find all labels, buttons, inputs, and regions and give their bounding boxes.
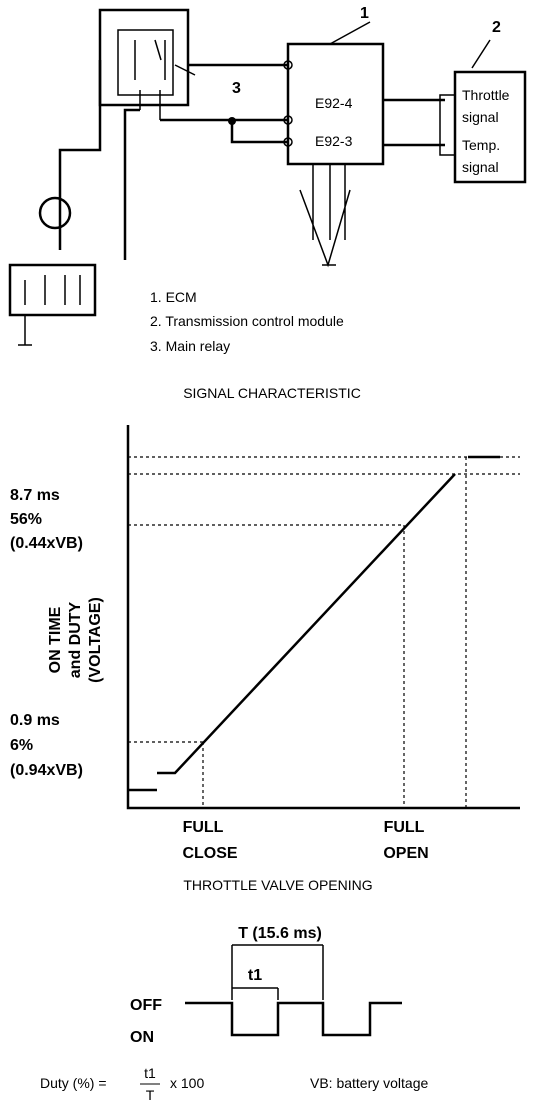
guide-lines: [128, 456, 520, 808]
axes: [126, 425, 520, 810]
formula: x 100: [170, 1075, 204, 1091]
off-label: OFF: [130, 997, 162, 1014]
vb-note: VB: battery voltage: [310, 1075, 429, 1091]
relay-box: [98, 8, 190, 107]
y-axis-label-line: and DUTY: [67, 601, 84, 678]
legend-item: 2. Transmission control module: [150, 313, 344, 329]
level-label: 6%: [10, 737, 33, 754]
x-label: FULL: [183, 819, 224, 836]
pin: [283, 137, 293, 147]
x-axis-title: THROTTLE VALVE OPENING: [183, 877, 372, 893]
pin-label: E92-3: [315, 133, 353, 149]
x-label: FULL: [384, 819, 425, 836]
dimension-lines: [231, 944, 324, 1000]
ecm-box: [286, 42, 385, 166]
pin: [283, 60, 293, 70]
characteristic-line: [128, 455, 500, 792]
callout: 2: [492, 19, 501, 36]
pin-label: E92-4: [315, 95, 353, 111]
level-label: (0.44xVB): [10, 535, 83, 552]
tcm-label: Throttle: [462, 87, 510, 103]
on-width-label: t1: [248, 967, 262, 984]
battery-box: [8, 263, 97, 317]
x-label: OPEN: [383, 845, 428, 862]
wires: [58, 60, 288, 260]
relay-contacts: [134, 39, 196, 120]
main-relay: [117, 29, 174, 96]
x-label: CLOSE: [182, 845, 237, 862]
junction: [228, 117, 236, 125]
tcm-connector: [439, 94, 456, 156]
pulse-waveform: [185, 1001, 402, 1037]
callout-lines: [329, 21, 491, 69]
level-label: (0.94xVB): [10, 762, 83, 779]
y-axis-label-line: (VOLTAGE): [87, 597, 104, 683]
formula-denominator: T: [146, 1087, 155, 1103]
formula-numerator: t1: [144, 1065, 156, 1081]
legend-item: 3. Main relay: [150, 338, 230, 354]
battery-fuses: [18, 275, 81, 346]
level-label: 0.9 ms: [10, 712, 60, 729]
ignition-switch: [38, 196, 72, 230]
tcm-label: Temp.: [462, 137, 500, 153]
chart-title: SIGNAL CHARACTERISTIC: [183, 385, 361, 401]
level-label: 8.7 ms: [10, 487, 60, 504]
y-axis-label: ON TIME and DUTY (VOLTAGE): [47, 597, 104, 683]
tcm-label: signal: [462, 159, 499, 175]
callout: 3: [232, 80, 241, 97]
pin: [283, 115, 293, 125]
on-label: ON: [130, 1029, 154, 1046]
formula: Duty (%) =: [40, 1075, 107, 1091]
signal-wires: [383, 98, 445, 147]
callout: 1: [360, 5, 369, 22]
legend-item: 1. ECM: [150, 289, 197, 305]
wiring-diagram: 1 2 3 E92-4 E92-3 Throttle signal Temp. …: [8, 5, 527, 346]
ground-wires: [299, 164, 351, 268]
y-axis-label-line: ON TIME: [47, 606, 64, 673]
period-label: T (15.6 ms): [238, 925, 322, 942]
tcm-label: signal: [462, 109, 499, 125]
level-label: 56%: [10, 511, 42, 528]
